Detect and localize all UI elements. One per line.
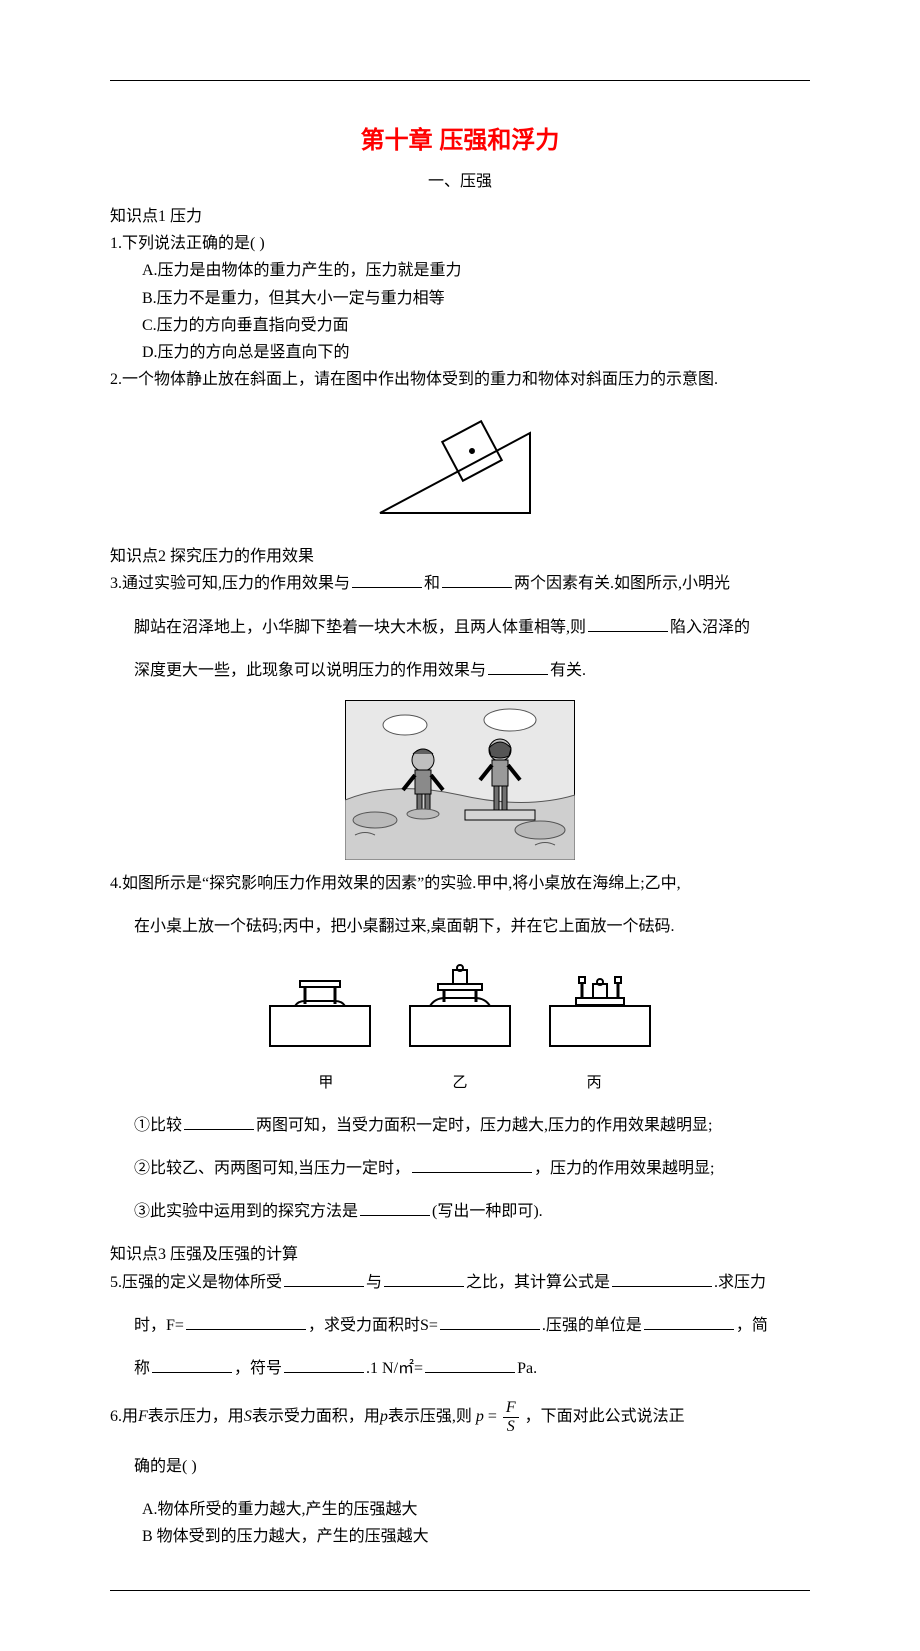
q1-stem: 1.下列说法正确的是( ) [110, 230, 810, 257]
q6-line2: 确的是( ) [134, 1453, 810, 1480]
q6-p1c: 表示受力面积，用 [252, 1408, 380, 1425]
q5-p2b: ，求受力面积时S= [308, 1317, 438, 1334]
q5-p3a: 称 [134, 1360, 150, 1377]
q6-F: F [138, 1408, 148, 1425]
q4-sub2: ②比较乙、丙两图可知,当压力一定时， ，压力的作用效果越明显; [134, 1155, 810, 1182]
q5-p1c: 之比，其计算公式是 [466, 1274, 610, 1291]
q6-opt-b: B 物体受到的压力越大，产生的压强越大 [142, 1523, 810, 1550]
blank [644, 1313, 734, 1330]
q1-opt-c: C.压力的方向垂直指向受力面 [142, 312, 810, 339]
blank [384, 1270, 464, 1287]
q4-s3b: (写出一种即可). [432, 1203, 543, 1220]
q5-p1b: 与 [366, 1274, 382, 1291]
q6-eq-lhs: p [476, 1408, 484, 1425]
q6-line1: 6.用F表示压力，用S表示受力面积，用p表示压强,则 p = F S ，下面对此… [110, 1398, 810, 1436]
q6-p1e: ，下面对此公式说法正 [525, 1408, 685, 1425]
q6-p: p [380, 1408, 388, 1425]
cap-yi: 乙 [395, 1070, 525, 1096]
blank [588, 615, 668, 632]
q3-line3: 深度更大一些，此现象可以说明压力的作用效果与 有关. [134, 657, 810, 684]
q3-line2: 脚站在沼泽地上，小华脚下垫着一块大木板，且两人体重相等,则 陷入沼泽的 [134, 614, 810, 641]
q1-opt-a: A.压力是由物体的重力产生的，压力就是重力 [142, 257, 810, 284]
blank [440, 1313, 540, 1330]
q3-p2b: 陷入沼泽的 [670, 619, 750, 636]
q4-captions: 甲 乙 丙 [110, 1070, 810, 1096]
q6-p1a: 6.用 [110, 1408, 138, 1425]
page: 第十章 压强和浮力 一、压强 知识点1 压力 1.下列说法正确的是( ) A.压… [0, 0, 920, 1651]
chapter-title: 第十章 压强和浮力 [110, 121, 810, 162]
q3-figure [110, 700, 810, 860]
q3-p3a: 深度更大一些，此现象可以说明压力的作用效果与 [134, 662, 486, 679]
top-rule [110, 80, 810, 81]
q4-line2: 在小桌上放一个砝码;丙中，把小桌翻过来,桌面朝下，并在它上面放一个砝码. [134, 913, 810, 940]
q4-line1: 4.如图所示是“探究影响压力作用效果的因素”的实验.甲中,将小桌放在海绵上;乙中… [110, 870, 810, 897]
q6-S: S [244, 1408, 252, 1425]
cap-bing: 丙 [529, 1070, 659, 1096]
q2-stem: 2.一个物体静止放在斜面上，请在图中作出物体受到的重力和物体对斜面压力的示意图. [110, 366, 810, 393]
q5-p1d: .求压力 [714, 1274, 766, 1291]
q4-s1b: 两图可知，当受力面积一定时，压力越大,压力的作用效果越明显; [256, 1117, 712, 1134]
blank [360, 1199, 430, 1216]
q1-opt-b: B.压力不是重力，但其大小一定与重力相等 [142, 285, 810, 312]
q6-p1d: 表示压强,则 [388, 1408, 472, 1425]
q5-line1: 5.压强的定义是物体所受 与 之比，其计算公式是 .求压力 [110, 1269, 810, 1296]
q6-den: S [503, 1418, 519, 1436]
blank [284, 1270, 364, 1287]
blank [442, 571, 512, 588]
q3-p1c: 两个因素有关.如图所示,小明光 [514, 575, 730, 592]
blank [425, 1356, 515, 1373]
q3-p2a: 脚站在沼泽地上，小华脚下垫着一块大木板，且两人体重相等,则 [134, 619, 586, 636]
q5-p2d: ，简 [736, 1317, 768, 1334]
blank [184, 1113, 254, 1130]
bottom-rule [110, 1590, 810, 1591]
incline-svg [360, 403, 560, 533]
q4-sub1: ①比较 两图可知，当受力面积一定时，压力越大,压力的作用效果越明显; [134, 1112, 810, 1139]
q1-opt-d: D.压力的方向总是竖直向下的 [142, 339, 810, 366]
q4-s2b: ，压力的作用效果越明显; [534, 1160, 714, 1177]
kp2-label: 知识点2 探究压力的作用效果 [110, 543, 810, 570]
q5-p3c: .1 N/㎡= [366, 1360, 423, 1377]
q6-num: F [503, 1399, 519, 1418]
blank [284, 1356, 364, 1373]
q5-p2a: 时，F= [134, 1317, 184, 1334]
q4-figure: 甲 乙 丙 [110, 956, 810, 1096]
q5-p3b: ，符号 [234, 1360, 282, 1377]
q5-p3d: Pa. [517, 1360, 537, 1377]
q4-s3a: ③此实验中运用到的探究方法是 [134, 1203, 358, 1220]
q4-sub3: ③此实验中运用到的探究方法是 (写出一种即可). [134, 1198, 810, 1225]
q5-line3: 称 ，符号 .1 N/㎡= Pa. [134, 1355, 810, 1382]
q3-p1b: 和 [424, 575, 440, 592]
blank [488, 658, 548, 675]
fig-bing [550, 977, 650, 1046]
q2-figure [110, 403, 810, 533]
q6-eq-eq: = [488, 1408, 497, 1425]
q3-line1: 3.通过实验可知,压力的作用效果与 和 两个因素有关.如图所示,小明光 [110, 570, 810, 597]
swamp-cartoon-svg [345, 700, 575, 860]
cap-jia: 甲 [261, 1070, 391, 1096]
kp1-label: 知识点1 压力 [110, 203, 810, 230]
q5-p2c: .压强的单位是 [542, 1317, 642, 1334]
blank [352, 571, 422, 588]
fig-yi [410, 965, 510, 1046]
q5-p1a: 5.压强的定义是物体所受 [110, 1274, 282, 1291]
blank [186, 1313, 306, 1330]
tables-svg [250, 956, 670, 1066]
q3-p1a: 3.通过实验可知,压力的作用效果与 [110, 575, 350, 592]
q6-fraction: F S [503, 1399, 519, 1435]
section-title: 一、压强 [110, 168, 810, 195]
blank [152, 1356, 232, 1373]
q4-s2a: ②比较乙、丙两图可知,当压力一定时， [134, 1160, 410, 1177]
q4-s1a: ①比较 [134, 1117, 182, 1134]
blank [412, 1156, 532, 1173]
kp3-label: 知识点3 压强及压强的计算 [110, 1241, 810, 1268]
blank [612, 1270, 712, 1287]
q6-p1b: 表示压力，用 [148, 1408, 244, 1425]
q3-p3b: 有关. [550, 662, 586, 679]
fig-jia [270, 981, 370, 1046]
q6-opt-a: A.物体所受的重力越大,产生的压强越大 [142, 1496, 810, 1523]
q5-line2: 时，F= ，求受力面积时S= .压强的单位是 ，简 [134, 1312, 810, 1339]
